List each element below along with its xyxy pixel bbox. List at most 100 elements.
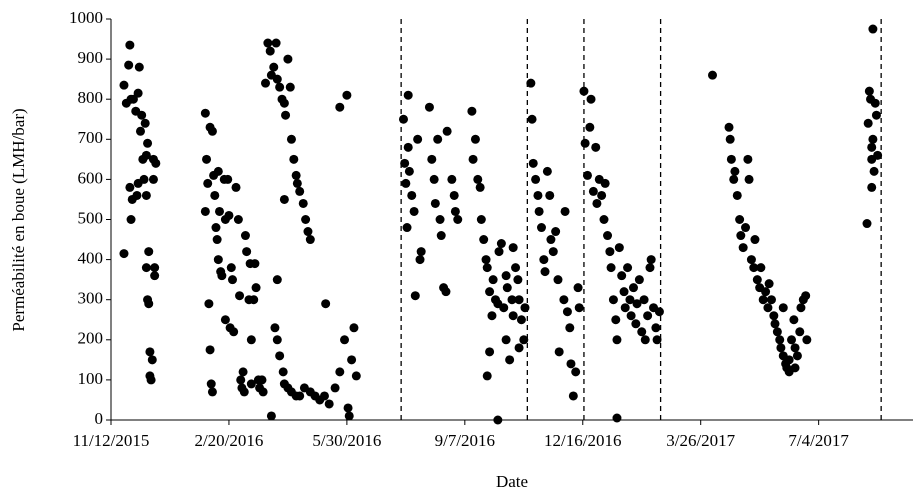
point — [606, 263, 616, 273]
point — [631, 319, 641, 329]
point — [213, 166, 223, 176]
point — [553, 275, 563, 285]
point — [632, 299, 642, 309]
point — [571, 367, 581, 377]
point — [651, 323, 661, 333]
point — [278, 367, 288, 377]
point — [868, 24, 878, 34]
x-tick-label: 2/20/2016 — [194, 431, 263, 450]
point — [133, 88, 143, 98]
point — [258, 387, 268, 397]
point — [285, 82, 295, 92]
y-tick-label: 400 — [78, 249, 104, 268]
point — [766, 295, 776, 305]
point — [639, 295, 649, 305]
point — [270, 323, 280, 333]
point — [520, 303, 530, 313]
y-tick-label: 900 — [78, 48, 104, 67]
point — [453, 215, 463, 224]
point — [603, 231, 613, 241]
point — [279, 98, 289, 108]
point — [475, 182, 485, 192]
point — [758, 295, 768, 305]
point — [599, 215, 609, 224]
point — [496, 239, 506, 249]
point — [725, 134, 735, 144]
point — [790, 343, 800, 353]
point — [124, 60, 134, 70]
point — [792, 351, 802, 361]
point — [272, 74, 282, 84]
point — [275, 351, 285, 361]
point — [527, 114, 537, 124]
point — [342, 90, 352, 100]
point — [795, 327, 805, 337]
point — [485, 347, 495, 357]
point — [140, 118, 150, 128]
point — [263, 38, 273, 48]
point — [482, 263, 492, 273]
point — [330, 383, 340, 393]
point — [266, 411, 276, 421]
point — [619, 287, 629, 297]
point — [226, 263, 236, 273]
point — [200, 108, 210, 118]
point — [507, 295, 517, 305]
point — [501, 335, 511, 345]
point — [233, 215, 243, 224]
point — [319, 391, 329, 401]
point — [246, 335, 256, 345]
point — [272, 335, 282, 345]
point — [623, 263, 633, 273]
point — [403, 90, 413, 100]
point — [283, 54, 293, 64]
point — [790, 363, 800, 373]
point — [743, 154, 753, 164]
point — [870, 98, 880, 108]
point — [634, 275, 644, 285]
point — [275, 82, 285, 92]
point — [271, 38, 281, 48]
point — [415, 255, 425, 265]
point — [141, 190, 151, 200]
point — [770, 319, 780, 329]
point — [646, 255, 656, 265]
point — [211, 223, 221, 233]
point — [645, 263, 655, 273]
point — [487, 311, 497, 321]
point — [400, 158, 410, 168]
point — [289, 154, 299, 164]
point — [450, 206, 460, 216]
point — [652, 335, 662, 345]
point — [871, 110, 881, 120]
point — [141, 263, 151, 273]
point — [229, 327, 239, 337]
point — [582, 170, 592, 180]
point — [150, 271, 160, 281]
x-tick-label: 7/4/2017 — [788, 431, 849, 450]
point — [119, 249, 129, 259]
point — [261, 78, 271, 88]
point — [600, 178, 610, 188]
point — [249, 295, 259, 305]
point — [761, 287, 771, 297]
point — [528, 158, 538, 168]
point — [640, 335, 650, 345]
point — [796, 303, 806, 313]
point — [625, 295, 635, 305]
point — [265, 46, 275, 56]
point — [580, 138, 590, 148]
point — [559, 295, 569, 305]
point — [227, 275, 237, 285]
point — [481, 255, 491, 265]
point — [200, 206, 210, 216]
point — [591, 142, 601, 152]
point — [516, 315, 526, 325]
point — [551, 227, 561, 237]
point — [442, 126, 452, 136]
point — [236, 375, 246, 385]
point — [424, 102, 434, 112]
point — [588, 186, 598, 196]
point — [579, 86, 589, 96]
point — [802, 335, 812, 345]
